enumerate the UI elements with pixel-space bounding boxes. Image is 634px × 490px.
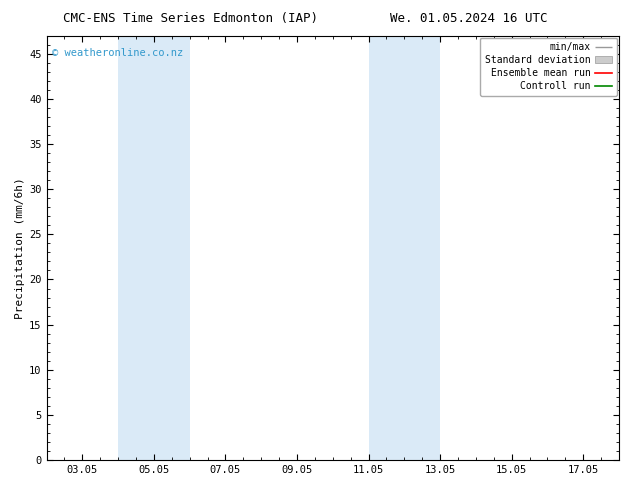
Text: © weatheronline.co.nz: © weatheronline.co.nz bbox=[52, 49, 183, 58]
Text: CMC-ENS Time Series Edmonton (IAP): CMC-ENS Time Series Edmonton (IAP) bbox=[63, 12, 318, 25]
Legend: min/max, Standard deviation, Ensemble mean run, Controll run: min/max, Standard deviation, Ensemble me… bbox=[480, 38, 617, 96]
Bar bbox=[368, 36, 440, 460]
Text: We. 01.05.2024 16 UTC: We. 01.05.2024 16 UTC bbox=[391, 12, 548, 25]
Y-axis label: Precipitation (mm/6h): Precipitation (mm/6h) bbox=[15, 177, 25, 318]
Bar bbox=[118, 36, 190, 460]
